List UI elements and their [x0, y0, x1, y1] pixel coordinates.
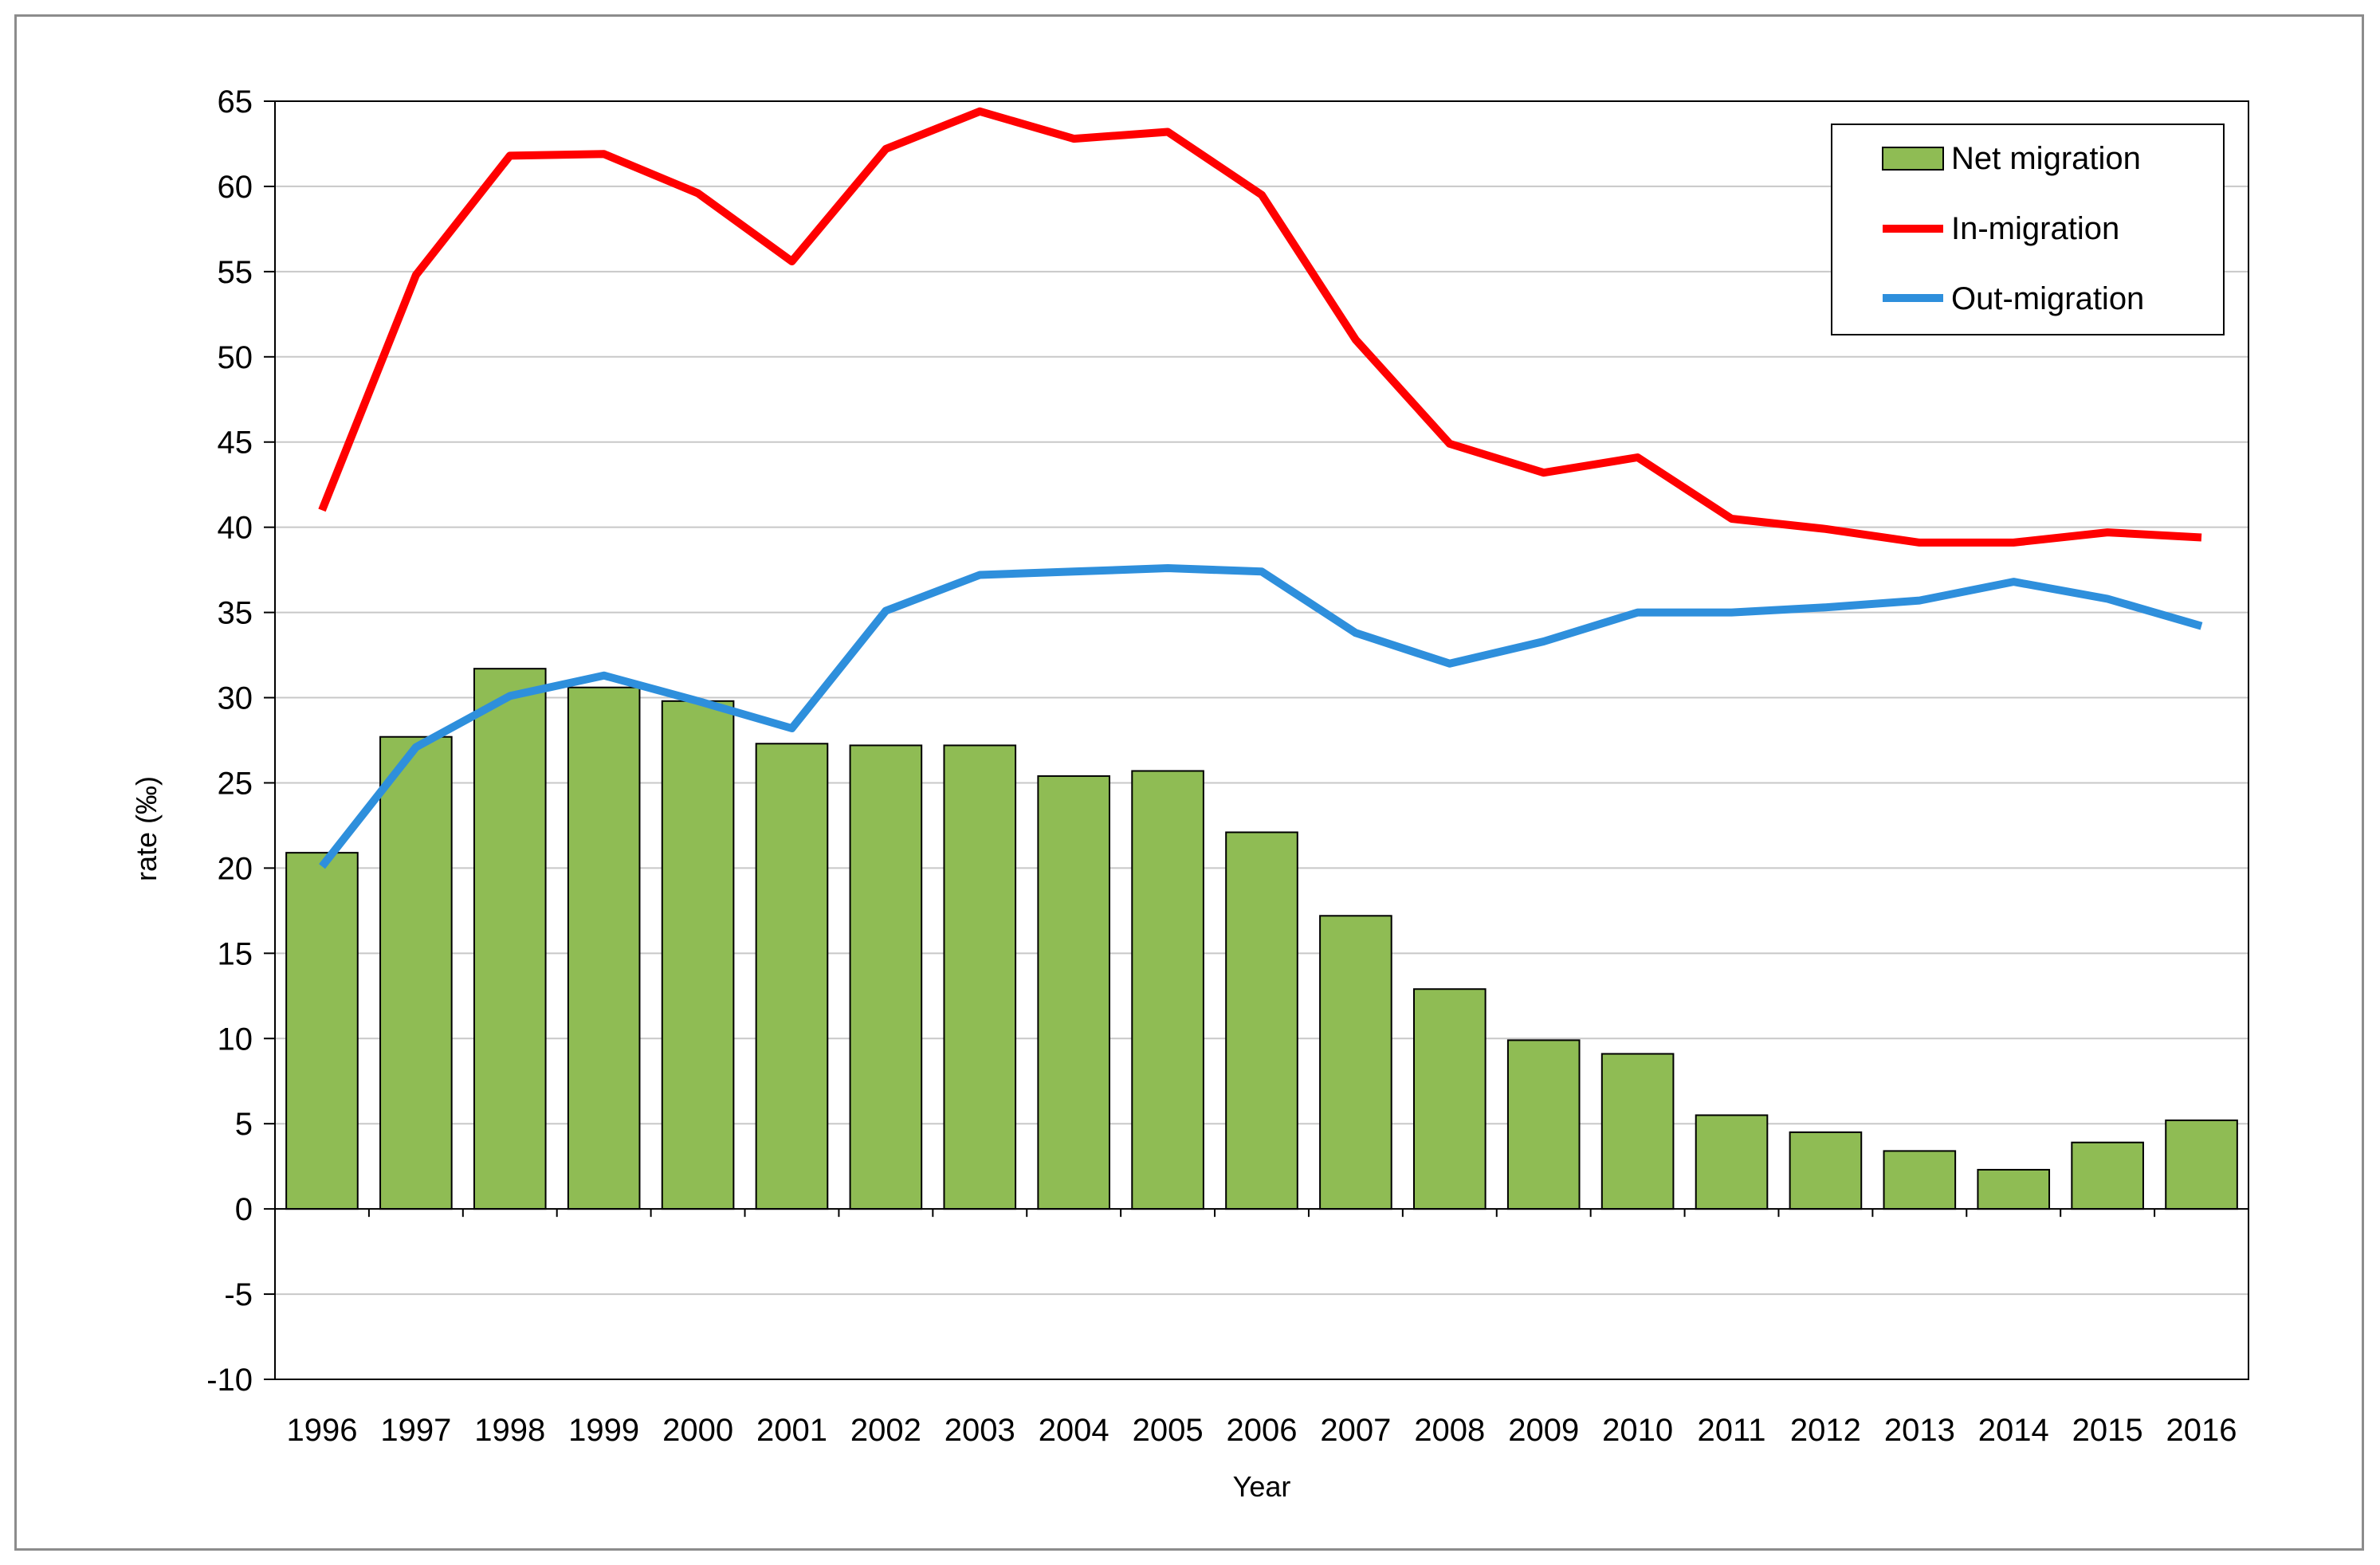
y-tick-label: 55: [218, 255, 253, 290]
bars: [285, 668, 2238, 1210]
bar-net-migration-2007: [1319, 915, 1392, 1210]
bar-net-migration-2008: [1413, 988, 1487, 1210]
bar-net-migration-1998: [473, 668, 547, 1210]
y-tick-label: -10: [206, 1363, 253, 1398]
bar-net-migration-2003: [943, 744, 1017, 1210]
x-tick-label-2006: 2006: [1227, 1413, 1298, 1448]
x-tick-label-2002: 2002: [850, 1413, 921, 1448]
bar-net-migration-2001: [755, 743, 829, 1210]
bar-net-migration-2010: [1600, 1053, 1675, 1210]
y-tick-label: 25: [218, 766, 253, 801]
line-in-migration: [318, 107, 2202, 547]
x-axis: 1996 1997 1998 1999 2000 2001 2002 2003 2004 2005…: [274, 1208, 2249, 1448]
y-tick-label: 45: [218, 426, 253, 461]
x-tick-label-2013: 2013: [1884, 1413, 1955, 1448]
legend-swatch-net-migration: [1882, 147, 1944, 171]
x-tick-label-2005: 2005: [1133, 1413, 1204, 1448]
x-tick-label-2008: 2008: [1414, 1413, 1485, 1448]
legend: Net migration In-migration Out-migration: [1831, 124, 2225, 335]
x-tick-label-2003: 2003: [945, 1413, 1015, 1448]
x-tick-label-2015: 2015: [2072, 1413, 2143, 1448]
bar-net-migration-2014: [1977, 1168, 2051, 1210]
bar-net-migration-2011: [1695, 1114, 1769, 1210]
y-tick-label: 30: [218, 681, 253, 716]
x-tick-label-2011: 2011: [1698, 1413, 1766, 1448]
y-tick-label: -5: [224, 1277, 253, 1312]
bar-net-migration-1996: [285, 852, 359, 1210]
legend-label-in-migration: In-migration: [1951, 211, 2119, 246]
bar-net-migration-2015: [2071, 1141, 2144, 1210]
plot-border: [274, 100, 2249, 1380]
bar-net-migration-2016: [2165, 1119, 2238, 1210]
y-tick-label: 0: [235, 1192, 253, 1227]
y-tick-label: 20: [218, 851, 253, 886]
bar-net-migration-2009: [1506, 1039, 1581, 1210]
y-axis: -10 -5 0 5 10 15 20 25 30 35 40 45 50 55 60 65: [206, 84, 275, 1398]
bar-net-migration-1999: [567, 686, 641, 1210]
x-tick-label-2009: 2009: [1508, 1413, 1579, 1448]
x-axis-title: Year: [1233, 1470, 1291, 1503]
bar-net-migration-2002: [849, 744, 923, 1210]
y-tick-label: 40: [218, 511, 253, 546]
y-tick-label: 10: [218, 1022, 253, 1057]
x-tick-label-1998: 1998: [474, 1413, 545, 1448]
x-tick-label-1996: 1996: [286, 1413, 357, 1448]
y-tick-label: 5: [235, 1107, 253, 1142]
bar-net-migration-2006: [1225, 831, 1298, 1210]
x-tick-label-2010: 2010: [1602, 1413, 1673, 1448]
y-tick-label: 60: [218, 170, 253, 205]
series-lines: [318, 107, 2203, 869]
legend-label-out-migration: Out-migration: [1951, 281, 2144, 316]
bar-net-migration-2013: [1883, 1150, 1957, 1210]
x-tick-label-1999: 1999: [568, 1413, 639, 1448]
y-tick-label: 15: [218, 936, 253, 971]
line-out-migration: [319, 564, 2203, 869]
x-tick-label-2016: 2016: [2166, 1413, 2237, 1448]
x-tick-label-2000: 2000: [662, 1413, 733, 1448]
x-tick-label-2001: 2001: [756, 1413, 827, 1448]
x-tick-label-2004: 2004: [1039, 1413, 1109, 1448]
y-axis-title: rate (‰): [130, 776, 163, 881]
y-tick-label: 65: [218, 84, 253, 120]
x-tick-label-2012: 2012: [1790, 1413, 1861, 1448]
bar-net-migration-2005: [1131, 770, 1204, 1210]
legend-label-net-migration: Net migration: [1951, 141, 2141, 176]
x-tick-label-1997: 1997: [380, 1413, 451, 1448]
y-tick-label: 50: [218, 340, 253, 375]
x-tick-label-2007: 2007: [1320, 1413, 1391, 1448]
x-tick-label-2014: 2014: [1978, 1413, 2049, 1448]
bar-net-migration-2000: [661, 700, 735, 1210]
bar-net-migration-1997: [379, 735, 453, 1210]
bar-net-migration-2004: [1037, 775, 1110, 1210]
bar-net-migration-2012: [1789, 1131, 1863, 1210]
y-tick-label: 35: [218, 596, 253, 631]
